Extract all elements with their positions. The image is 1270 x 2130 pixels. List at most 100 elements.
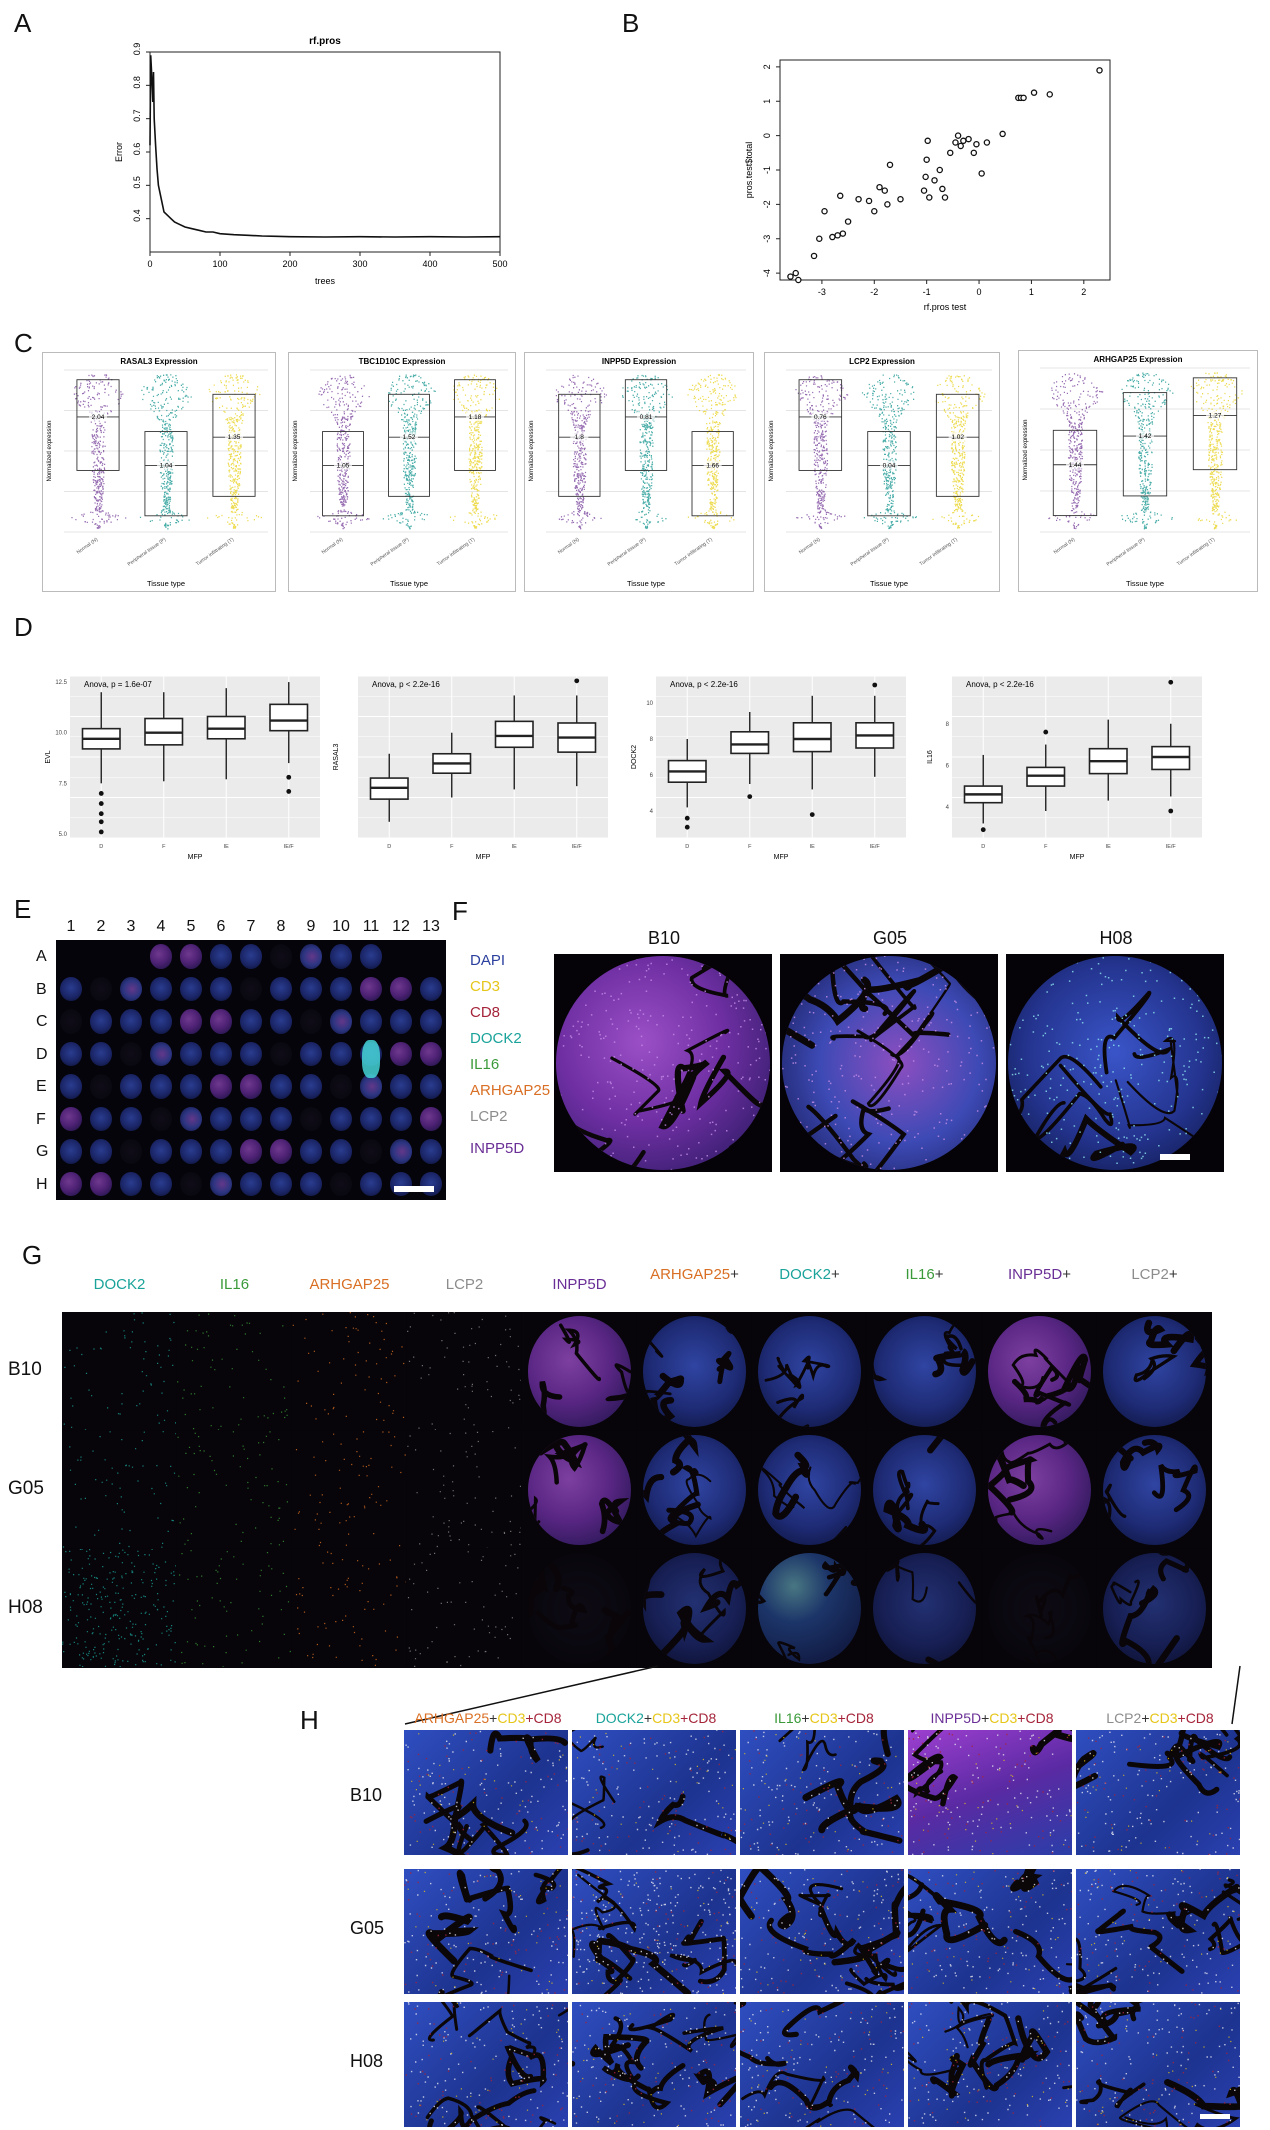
tma-core xyxy=(210,1041,232,1066)
tma-core xyxy=(240,1074,262,1099)
fluorescence-speckle xyxy=(572,1869,736,1994)
x-tick-label: 400 xyxy=(422,259,437,269)
tma-core xyxy=(120,976,142,1001)
g-column-header: LCP2+ xyxy=(1097,1266,1212,1284)
fluorescence-speckle xyxy=(1076,1869,1240,1994)
chart-frame xyxy=(1018,350,1258,592)
fluorescence-speckle xyxy=(62,1549,176,1667)
tma-col-label: 2 xyxy=(96,918,106,935)
panel-label-b: B xyxy=(622,8,640,38)
box xyxy=(144,431,188,517)
fluorescence-speckle xyxy=(740,1869,904,1992)
tma-core xyxy=(270,1139,292,1164)
y-axis-label: Normalized expression xyxy=(293,420,299,481)
tma-core xyxy=(390,976,412,1001)
median-label-bg xyxy=(89,411,107,421)
tma-core xyxy=(240,1009,262,1034)
data-point xyxy=(946,149,954,157)
x-axis-label: MFP xyxy=(476,854,491,861)
median-label: 0.81 xyxy=(640,414,653,421)
tma-core xyxy=(210,1106,232,1131)
x-tick-label: 200 xyxy=(282,259,297,269)
tma-core xyxy=(150,1074,172,1099)
header-part: ARHGAP25 xyxy=(414,1710,490,1726)
chart-title: ARHGAP25 Expression xyxy=(1094,355,1183,364)
box xyxy=(935,393,980,497)
core-image xyxy=(554,954,772,1172)
fluorescence-speckle xyxy=(1076,1736,1240,1855)
h-tile xyxy=(1076,2002,1240,2127)
tma-core xyxy=(300,1074,322,1099)
category-label: D xyxy=(685,844,689,850)
x-tick-label: 0 xyxy=(977,287,982,297)
fluorescence-speckle xyxy=(404,1872,568,1994)
fluorescence-speckle xyxy=(740,2005,904,2127)
g-core xyxy=(758,1553,861,1664)
header-part: + xyxy=(1141,1710,1150,1726)
median-label: 1.42 xyxy=(1139,433,1152,440)
tma-core xyxy=(120,1074,142,1099)
x-tick-label: -3 xyxy=(818,287,826,297)
fluorescence-speckle xyxy=(782,956,996,1170)
h-tile xyxy=(404,1730,568,1855)
fluorescence-speckle xyxy=(908,1870,1072,1993)
fluorescence-speckle xyxy=(576,1732,736,1853)
g-tile xyxy=(177,1312,291,1430)
box xyxy=(624,379,668,471)
header-line: LCP2+ xyxy=(1097,1266,1212,1284)
anova-annotation: Anova, p = 1.6e-07 xyxy=(84,680,152,689)
multiplex-cores: B10 G05 H08 xyxy=(554,928,1224,1174)
g-column-header: LCP2 xyxy=(407,1276,522,1294)
tbc1d10c-violin-chart: TBC1D10C Expression Normalized expression… xyxy=(288,352,516,592)
legend-item-arhgap25: ARHGAP25 xyxy=(470,1082,551,1099)
outlier-point xyxy=(1168,808,1174,814)
header-part: INPP5D xyxy=(1008,1266,1063,1283)
fluorescence-speckle xyxy=(411,1733,567,1845)
tma-core xyxy=(60,1041,82,1066)
g-column-header: ARHGAP25 xyxy=(292,1276,407,1294)
tma-core xyxy=(330,1009,352,1034)
tma-col-label: 8 xyxy=(276,918,286,935)
g-tile xyxy=(292,1430,406,1549)
g-tile xyxy=(177,1549,291,1667)
y-tick-label: 6 xyxy=(946,763,950,769)
x-axis-label: Tissue type xyxy=(147,579,185,588)
stroma-channels xyxy=(643,1316,746,1423)
fluorescence-speckle xyxy=(740,1730,904,1855)
outlier-point xyxy=(98,829,104,835)
median-label: 1.18 xyxy=(469,414,482,421)
tma-core xyxy=(60,1139,82,1164)
tma-col-label: 6 xyxy=(216,918,226,935)
tma-core xyxy=(60,1171,82,1196)
box xyxy=(454,379,496,471)
anova-annotation: Anova, p < 2.2e-16 xyxy=(670,680,738,689)
stroma-channels xyxy=(556,956,770,1170)
stroma-channels xyxy=(778,1730,903,1844)
tma-col-label: 3 xyxy=(126,918,136,935)
fluorescence-speckle xyxy=(750,1878,904,1990)
stroma-channels xyxy=(1133,1319,1206,1406)
tma-core xyxy=(120,1041,142,1066)
x-axis-label: Tissue type xyxy=(390,579,428,588)
g-tile xyxy=(867,1549,981,1667)
fluorescence-speckle xyxy=(179,1550,291,1667)
fluorescence-speckle xyxy=(572,1730,733,1855)
data-point xyxy=(936,166,944,174)
header-part: IL16 xyxy=(905,1266,935,1283)
tma-core xyxy=(180,1041,202,1066)
fluorescence-speckle xyxy=(405,2004,568,2126)
stroma-channels xyxy=(884,1553,976,1664)
chart-frame xyxy=(42,352,276,592)
data-point xyxy=(816,235,823,242)
x-tick-label: 1 xyxy=(1029,287,1034,297)
y-axis-label: pros.test$total xyxy=(744,142,754,199)
tma-row-label: H xyxy=(36,1175,48,1193)
tma-core-highlight xyxy=(362,1039,380,1078)
g-tile xyxy=(62,1430,176,1549)
median-label-bg xyxy=(637,411,655,421)
header-line: ARHGAP25+ xyxy=(637,1266,752,1284)
y-tick-label: 8 xyxy=(650,737,654,743)
tma-core xyxy=(180,1106,202,1131)
g-row-labels: B10 G05 H08 xyxy=(8,1312,64,1672)
tma-core xyxy=(300,976,322,1001)
